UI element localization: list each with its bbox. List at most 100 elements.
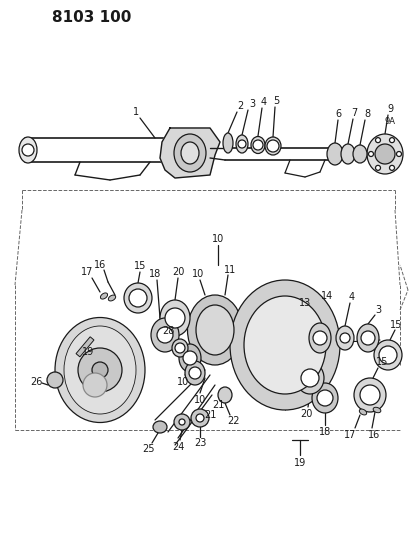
Ellipse shape [230, 280, 340, 410]
Ellipse shape [196, 414, 204, 422]
Ellipse shape [185, 361, 205, 385]
Ellipse shape [179, 344, 201, 372]
Ellipse shape [360, 385, 380, 405]
Text: 13: 13 [299, 298, 311, 308]
Bar [76, 337, 94, 357]
Ellipse shape [379, 346, 397, 364]
Ellipse shape [174, 134, 206, 172]
Ellipse shape [187, 295, 242, 365]
Ellipse shape [359, 409, 367, 415]
Ellipse shape [191, 409, 209, 427]
Ellipse shape [390, 138, 395, 143]
Ellipse shape [361, 331, 375, 345]
Ellipse shape [369, 151, 374, 157]
Ellipse shape [172, 339, 188, 357]
Ellipse shape [373, 407, 381, 413]
Text: 10: 10 [194, 395, 206, 405]
Ellipse shape [196, 305, 234, 355]
Ellipse shape [78, 348, 122, 392]
Text: 8: 8 [364, 109, 370, 119]
Text: 19: 19 [82, 347, 94, 357]
Ellipse shape [223, 133, 233, 153]
Text: 18: 18 [149, 269, 161, 279]
Text: 2: 2 [237, 101, 243, 111]
Ellipse shape [309, 323, 331, 353]
Ellipse shape [251, 136, 265, 154]
Ellipse shape [327, 143, 343, 165]
Text: 15: 15 [390, 320, 402, 330]
Ellipse shape [129, 289, 147, 307]
Ellipse shape [238, 140, 246, 148]
Text: 21: 21 [204, 410, 216, 420]
Ellipse shape [165, 308, 185, 328]
Ellipse shape [353, 145, 367, 163]
Ellipse shape [22, 144, 34, 156]
Ellipse shape [189, 367, 201, 379]
Text: 14: 14 [321, 291, 333, 301]
Ellipse shape [375, 144, 395, 164]
Ellipse shape [317, 390, 333, 406]
Ellipse shape [19, 137, 37, 163]
Ellipse shape [336, 326, 354, 350]
Ellipse shape [109, 295, 115, 301]
Text: 4: 4 [349, 292, 355, 302]
Ellipse shape [301, 369, 319, 387]
Ellipse shape [218, 387, 232, 403]
Ellipse shape [374, 340, 402, 370]
Ellipse shape [124, 283, 152, 313]
Text: 15: 15 [134, 261, 146, 271]
Ellipse shape [55, 318, 145, 423]
Ellipse shape [179, 419, 185, 425]
Text: 20: 20 [172, 267, 184, 277]
Ellipse shape [157, 327, 173, 343]
Text: 19: 19 [294, 458, 306, 468]
Ellipse shape [340, 333, 350, 343]
Ellipse shape [267, 140, 279, 152]
Ellipse shape [357, 324, 379, 352]
Ellipse shape [174, 414, 190, 430]
Ellipse shape [390, 165, 395, 171]
Text: 8103 100: 8103 100 [52, 11, 132, 26]
Ellipse shape [354, 378, 386, 412]
Text: 3: 3 [375, 305, 381, 315]
Ellipse shape [181, 142, 199, 164]
Ellipse shape [376, 165, 381, 171]
Text: 6: 6 [335, 109, 341, 119]
Ellipse shape [397, 151, 402, 157]
Polygon shape [160, 128, 220, 178]
Ellipse shape [236, 135, 248, 153]
Text: 10: 10 [212, 234, 224, 244]
Ellipse shape [100, 293, 108, 299]
Ellipse shape [153, 421, 167, 433]
Ellipse shape [376, 138, 381, 143]
Ellipse shape [83, 373, 107, 397]
Ellipse shape [296, 362, 324, 394]
Text: 7: 7 [351, 108, 357, 118]
Ellipse shape [160, 300, 190, 336]
Text: 3: 3 [249, 99, 255, 109]
Text: 18: 18 [319, 427, 331, 437]
Text: 15: 15 [376, 357, 388, 367]
Text: 20: 20 [300, 409, 312, 419]
Text: 4: 4 [261, 97, 267, 107]
Text: 16: 16 [368, 430, 380, 440]
Text: 9A: 9A [385, 117, 395, 126]
Text: 17: 17 [81, 267, 93, 277]
Text: 5: 5 [273, 96, 279, 106]
Ellipse shape [151, 318, 179, 352]
Text: 17: 17 [344, 430, 356, 440]
Ellipse shape [313, 331, 327, 345]
Text: 11: 11 [224, 265, 236, 275]
Ellipse shape [64, 326, 136, 414]
Text: 9: 9 [387, 104, 393, 114]
Ellipse shape [341, 144, 355, 164]
Text: 26: 26 [30, 377, 42, 387]
Ellipse shape [183, 351, 197, 365]
Text: 28: 28 [162, 326, 174, 336]
Ellipse shape [253, 140, 263, 150]
Ellipse shape [92, 362, 108, 378]
Text: 22: 22 [227, 416, 239, 426]
Text: 16: 16 [94, 260, 106, 270]
Ellipse shape [367, 134, 403, 174]
Text: 24: 24 [172, 442, 184, 452]
